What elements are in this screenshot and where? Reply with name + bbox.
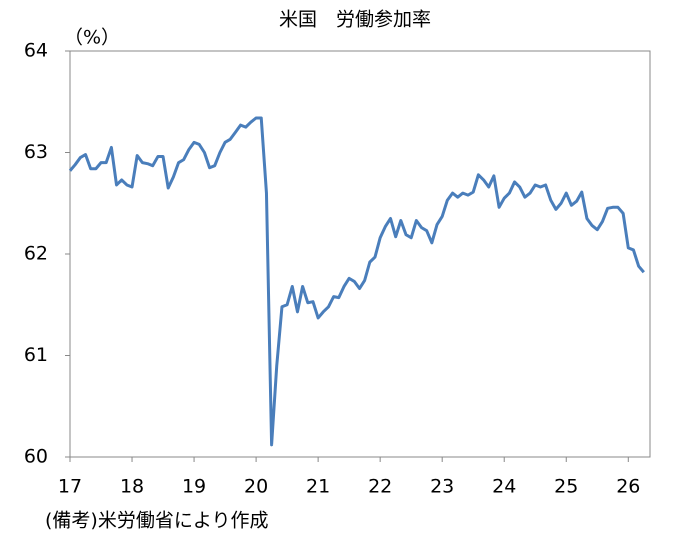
- plot-frame: [69, 50, 651, 458]
- y-tick-label: 60: [24, 446, 48, 468]
- x-tick-label: 20: [244, 476, 268, 498]
- data-line: [68, 116, 645, 447]
- chart-title: 米国 労働参加率: [279, 9, 431, 31]
- x-tick-label: 21: [306, 476, 330, 498]
- x-tick-label: 25: [554, 476, 578, 498]
- y-tick-label: 63: [24, 141, 48, 163]
- x-tick-label: 17: [58, 476, 82, 498]
- x-tick-label: 19: [182, 476, 206, 498]
- y-tick-label: 64: [24, 40, 48, 62]
- x-tick-label: 18: [120, 476, 144, 498]
- y-tick-label: 62: [24, 243, 48, 265]
- x-tick-label: 24: [492, 476, 516, 498]
- y-tick-label: 61: [24, 344, 48, 366]
- x-tick-label: 22: [368, 476, 392, 498]
- source-note: (備考)米労働省により作成: [45, 510, 268, 532]
- x-tick-label: 26: [616, 476, 640, 498]
- y-unit: （%）: [64, 27, 120, 49]
- x-tick-label: 23: [430, 476, 454, 498]
